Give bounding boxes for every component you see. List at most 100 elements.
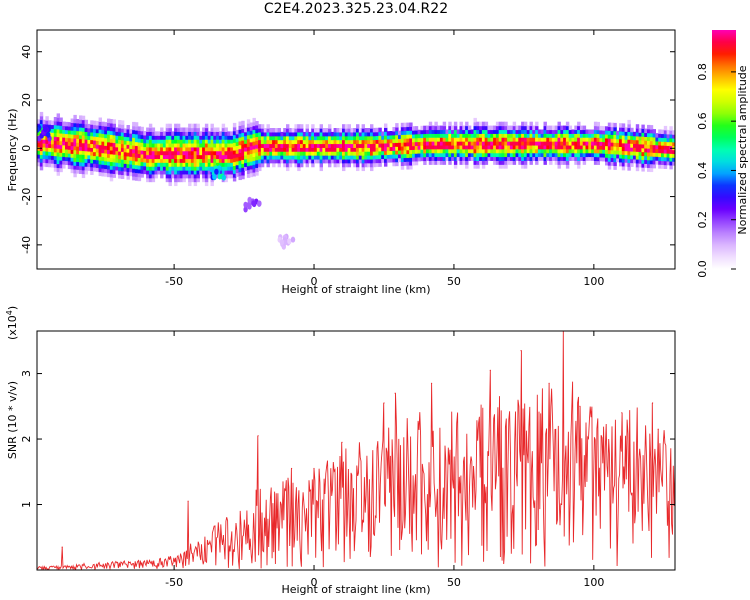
heatmap-cell — [123, 143, 128, 149]
heatmap-cell — [258, 124, 262, 129]
heatmap-cell — [350, 158, 354, 164]
heatmap-cell — [210, 135, 214, 140]
heatmap-cell — [300, 151, 304, 156]
heatmap-cell — [398, 157, 402, 163]
heatmap-cell — [479, 141, 483, 146]
heatmap-cell — [84, 135, 88, 140]
heatmap-cell — [196, 162, 200, 167]
heatmap-cell — [633, 158, 637, 164]
heatmap-cell — [244, 166, 248, 171]
heatmap-cell — [185, 139, 189, 144]
heatmap-cell — [84, 162, 88, 167]
heatmap-cell — [120, 128, 125, 133]
heatmap-cell — [258, 151, 262, 156]
heatmap-cell — [146, 154, 150, 160]
heatmap-cell — [434, 156, 438, 161]
heatmap-cell — [638, 128, 642, 133]
heatmap-cell — [93, 140, 97, 145]
heatmap-cell — [649, 128, 654, 134]
heatmap-cell — [529, 121, 533, 127]
heatmap-cell — [241, 159, 245, 164]
heatmap-cell — [137, 130, 142, 135]
heatmap-cell — [409, 137, 413, 143]
heatmap-cell — [62, 144, 66, 150]
heatmap-cell — [45, 123, 49, 129]
heatmap-cell — [565, 121, 570, 127]
colorbar-ticks: 0.00.20.40.60.8 — [696, 63, 736, 278]
heatmap-cell — [207, 150, 212, 156]
heatmap-cell — [537, 141, 542, 146]
heatmap-cell — [79, 169, 83, 174]
heatmap-cell — [451, 144, 455, 150]
heatmap-cell — [501, 129, 505, 134]
heatmap-cell — [328, 131, 332, 137]
heatmap-cell — [322, 139, 326, 145]
heatmap-cell — [490, 125, 494, 131]
heatmap-cell — [300, 155, 304, 160]
heatmap-cell — [658, 164, 662, 169]
heatmap-cell — [174, 173, 178, 179]
heatmap-cell — [168, 139, 172, 144]
heatmap-cell — [48, 151, 52, 156]
heatmap-cell — [619, 138, 623, 144]
heatmap-cell — [344, 147, 349, 152]
heatmap-cell — [613, 134, 617, 139]
heatmap-cell — [507, 156, 511, 161]
heatmap-cell — [101, 121, 105, 127]
heatmap-cell — [456, 137, 461, 142]
heatmap-cell — [314, 131, 318, 137]
heatmap-cell — [448, 148, 452, 154]
heatmap-cell — [624, 158, 628, 163]
heatmap-cell — [238, 125, 242, 130]
heatmap-cell — [252, 133, 256, 138]
heatmap-cell — [414, 145, 419, 150]
heatmap-cell — [277, 158, 281, 164]
heatmap-cell — [118, 143, 122, 148]
heatmap-cell — [333, 131, 337, 137]
heatmap-cell — [101, 144, 105, 150]
heatmap-cell — [286, 135, 290, 141]
heatmap-cell — [109, 173, 114, 178]
heatmap-cell — [76, 130, 80, 136]
heatmap-cell — [98, 160, 102, 165]
heatmap-cell — [210, 123, 214, 129]
heatmap-cell — [126, 128, 130, 134]
heatmap-cell — [176, 173, 181, 179]
heatmap-cell — [76, 165, 80, 170]
heatmap-cell — [565, 144, 570, 150]
heatmap-cell — [495, 144, 500, 150]
heatmap-cell — [610, 153, 614, 159]
heatmap-cell — [202, 177, 206, 183]
heatmap-cell — [118, 162, 122, 167]
heatmap-cell — [386, 135, 391, 140]
heatmap-cell — [249, 157, 254, 162]
heatmap-cell — [641, 147, 645, 153]
heatmap-cell — [588, 133, 592, 138]
heatmap-cell — [120, 174, 125, 179]
heatmap-cell — [596, 152, 600, 158]
heatmap-cell — [627, 146, 631, 152]
heatmap-cell — [333, 143, 337, 148]
heatmap-cell — [434, 152, 438, 158]
heatmap-cell — [204, 139, 209, 144]
heatmap-cell — [426, 133, 430, 138]
heatmap-cell — [84, 127, 88, 132]
heatmap-cell — [621, 146, 626, 152]
heatmap-cell — [182, 166, 186, 171]
heatmap-cell — [104, 145, 108, 150]
heatmap-cell — [342, 158, 346, 164]
heatmap-cell — [288, 139, 293, 145]
heatmap-cell — [311, 124, 315, 129]
snr-peak-point — [383, 402, 385, 404]
heatmap-cell — [227, 170, 231, 175]
heatmap-cell — [302, 147, 307, 152]
heatmap-cell — [62, 164, 66, 169]
heatmap-cell — [76, 149, 80, 155]
heatmap-cell — [495, 141, 500, 146]
heatmap-cell — [232, 169, 237, 174]
heatmap-cell — [218, 146, 223, 152]
heatmap-cell — [188, 181, 192, 187]
heatmap-cell — [378, 154, 382, 160]
heatmap-cell — [162, 154, 167, 160]
heatmap-cell — [526, 152, 531, 158]
